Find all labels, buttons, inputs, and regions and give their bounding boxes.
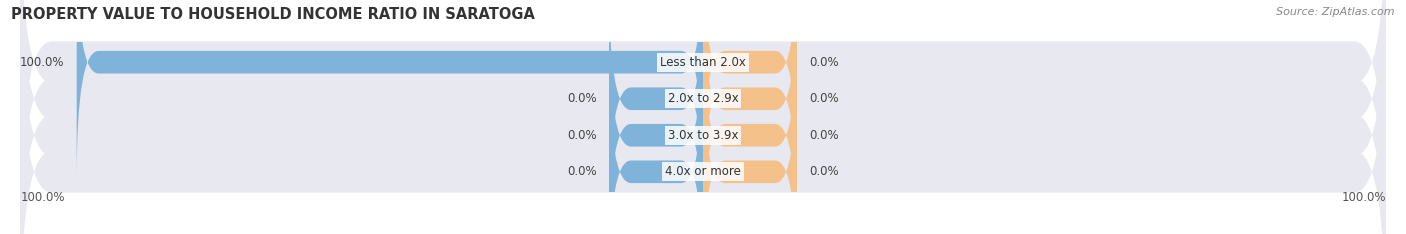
FancyBboxPatch shape [609,19,703,234]
FancyBboxPatch shape [703,0,797,179]
Text: PROPERTY VALUE TO HOUSEHOLD INCOME RATIO IN SARATOGA: PROPERTY VALUE TO HOUSEHOLD INCOME RATIO… [11,7,536,22]
Text: 0.0%: 0.0% [567,92,596,105]
Text: 0.0%: 0.0% [567,129,596,142]
FancyBboxPatch shape [77,0,703,179]
Text: 100.0%: 100.0% [1341,191,1386,204]
Text: 0.0%: 0.0% [810,129,839,142]
Text: 100.0%: 100.0% [20,56,65,69]
Text: 2.0x to 2.9x: 2.0x to 2.9x [668,92,738,105]
Text: 0.0%: 0.0% [810,165,839,178]
FancyBboxPatch shape [703,55,797,234]
Text: 0.0%: 0.0% [810,56,839,69]
FancyBboxPatch shape [703,0,797,215]
Text: 0.0%: 0.0% [567,165,596,178]
FancyBboxPatch shape [20,0,1386,234]
Text: 0.0%: 0.0% [810,92,839,105]
FancyBboxPatch shape [20,0,1386,224]
FancyBboxPatch shape [609,55,703,234]
FancyBboxPatch shape [20,0,1386,234]
Text: Source: ZipAtlas.com: Source: ZipAtlas.com [1277,7,1395,17]
Text: 100.0%: 100.0% [20,191,65,204]
Text: Less than 2.0x: Less than 2.0x [659,56,747,69]
FancyBboxPatch shape [703,19,797,234]
FancyBboxPatch shape [609,0,703,215]
Text: 3.0x to 3.9x: 3.0x to 3.9x [668,129,738,142]
Text: 4.0x or more: 4.0x or more [665,165,741,178]
FancyBboxPatch shape [20,10,1386,234]
